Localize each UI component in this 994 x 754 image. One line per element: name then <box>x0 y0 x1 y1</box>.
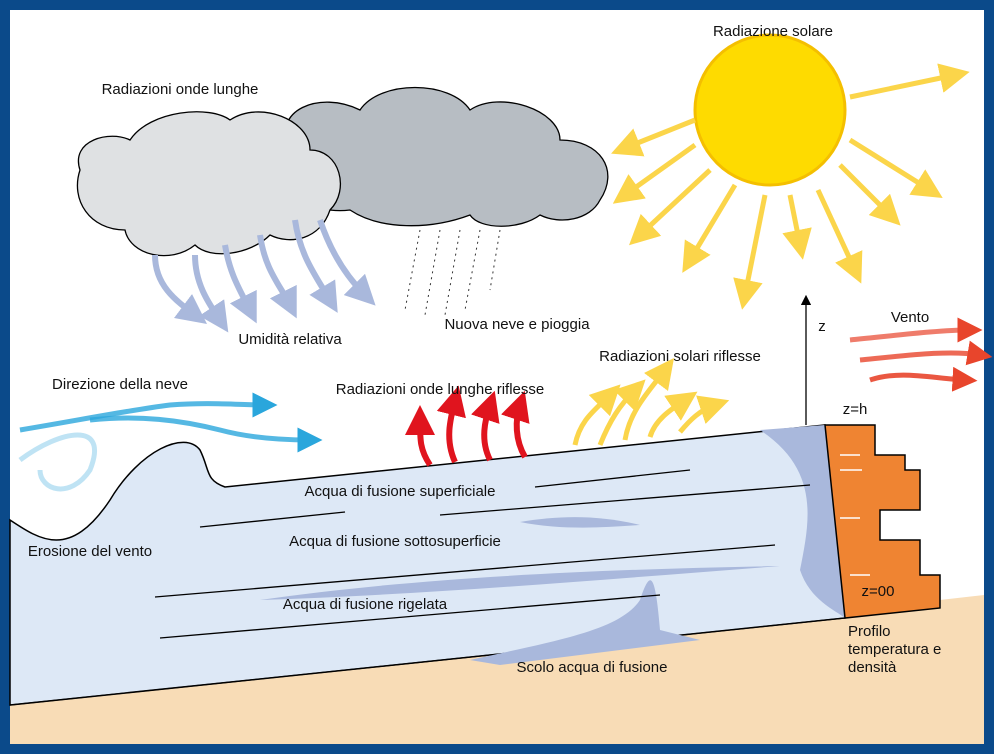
cloud <box>76 111 341 257</box>
label: densità <box>848 659 897 676</box>
label: Radiazioni onde lunghe <box>102 81 259 98</box>
sun <box>693 33 847 187</box>
snow-drift-arrows <box>18 392 323 492</box>
label: Acqua di fusione sottosuperficie <box>289 533 501 550</box>
label: Scolo acqua di fusione <box>517 659 668 676</box>
label: Vento <box>891 309 929 326</box>
label: z=00 <box>862 583 895 600</box>
sun-rays <box>572 63 970 446</box>
water-zones <box>260 425 845 665</box>
label: Acqua di fusione superficiale <box>305 483 496 500</box>
wind-arrows <box>849 317 993 392</box>
reflected-longwave-arrows <box>405 385 530 467</box>
label: Umidità relativa <box>238 331 342 348</box>
label: Erosione del vento <box>28 543 152 560</box>
rain <box>404 229 501 316</box>
ground <box>10 595 984 744</box>
ground-line <box>9 617 846 706</box>
label: Radiazioni solari riflesse <box>599 348 761 365</box>
label: Profilo <box>848 623 891 640</box>
label: z=h <box>843 401 868 418</box>
label: Radiazioni onde lunghe riflesse <box>336 381 544 398</box>
profile <box>824 424 941 619</box>
label: Nuova neve e pioggia <box>444 316 590 333</box>
label: Acqua di fusione rigelata <box>283 596 448 613</box>
label: Direzione della neve <box>52 376 188 393</box>
label: temperatura e <box>848 641 941 658</box>
label: Radiazione solare <box>713 23 833 40</box>
label: z <box>818 318 826 335</box>
profile-ticks <box>840 454 870 576</box>
humidity-arrows <box>152 219 376 333</box>
layer-lines <box>154 469 811 639</box>
rain-cloud <box>284 86 609 227</box>
